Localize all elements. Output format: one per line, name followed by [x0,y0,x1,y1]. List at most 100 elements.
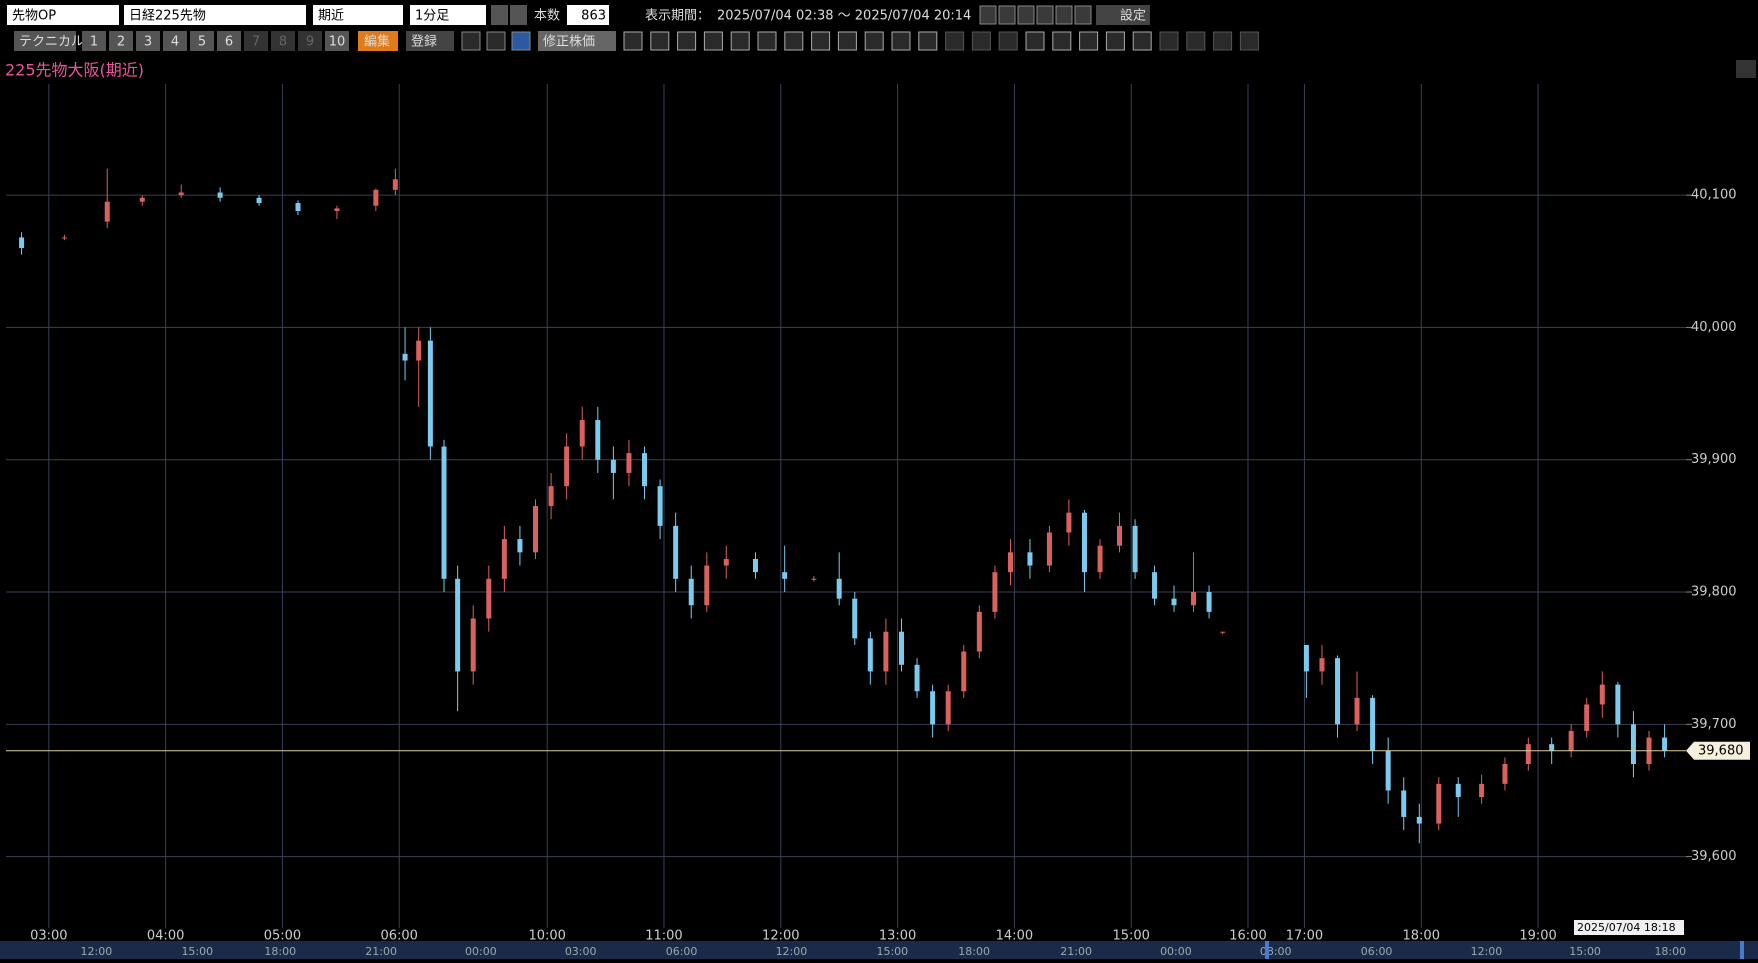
candle-body [178,192,184,196]
tool-icon[interactable] [1239,31,1259,51]
navigator-label: 12:00 [81,945,113,958]
technical-button[interactable] [14,31,76,51]
tool-icon[interactable] [1025,31,1045,51]
navigator-label: 18:00 [1654,945,1686,958]
tool-icon[interactable] [1074,5,1092,25]
preset-button[interactable] [163,31,187,51]
navigator[interactable] [0,941,1758,959]
tool-icon[interactable] [1213,31,1233,51]
tool-icon[interactable] [730,31,750,51]
candle-body [1354,697,1360,725]
count-input[interactable] [567,5,609,25]
candle-body [1206,592,1212,612]
candle-body [1319,658,1325,672]
tool-icon[interactable] [623,31,643,51]
candle-body [1081,512,1087,573]
tool-icon[interactable] [837,31,857,51]
tool-icon[interactable] [1079,31,1099,51]
tool-icon[interactable] [757,31,777,51]
preset-button[interactable] [298,31,322,51]
candle-body [104,201,110,222]
preset: 6 [225,35,233,50]
x-tick-label: 14:00 [996,929,1033,944]
tool-icon[interactable] [1132,31,1152,51]
tool-icon[interactable] [1052,31,1072,51]
tool-icon[interactable] [971,31,991,51]
candle-body [1662,737,1668,751]
x-tick-label: 06:00 [380,929,417,944]
preset-button[interactable] [109,31,133,51]
adjusted-button[interactable] [538,31,616,51]
candle-body [427,340,433,447]
candle-body [930,691,936,725]
candle-body [217,192,223,198]
candle-body [1152,572,1158,599]
tool-icon[interactable] [1105,31,1125,51]
tool-icon[interactable] [998,5,1016,25]
candle-body [1599,684,1605,705]
navigator-handle[interactable] [1740,941,1744,959]
tool-icon[interactable] [1036,5,1054,25]
tool-icon[interactable] [486,31,506,51]
candle-body [1303,644,1309,672]
symbol-select[interactable] [124,5,306,25]
candle-body [1171,598,1177,606]
tool-icon[interactable] [1017,5,1035,25]
tool-icon[interactable] [784,31,804,51]
tool-icon[interactable] [979,5,997,25]
y-tick-label: 39,900 [1691,452,1737,467]
preset-button[interactable] [271,31,295,51]
candle-body [1007,552,1013,573]
tool-icon[interactable] [918,31,938,51]
settings-button[interactable] [1096,5,1150,25]
candle-body [1455,783,1461,798]
edit: 編集 [364,34,390,50]
tool-icon[interactable] [998,31,1018,51]
tool-icon[interactable] [945,31,965,51]
next-button[interactable] [510,5,527,25]
register-button[interactable] [406,31,454,51]
preset-button[interactable] [325,31,349,51]
preset-button[interactable] [82,31,106,51]
x-tick-label: 15:00 [1112,929,1149,944]
candle-body [334,208,340,212]
prev-button[interactable] [491,5,508,25]
preset-button[interactable] [217,31,241,51]
interval-select[interactable] [410,5,486,25]
candle-body [455,578,461,672]
edit-button[interactable] [358,31,398,51]
tool-icon[interactable] [461,31,481,51]
candle-body [1630,724,1636,765]
tool-icon[interactable] [811,31,831,51]
navigator-label: 21:00 [1060,945,1092,958]
tool-icon[interactable] [511,31,531,51]
candle-body [373,189,379,206]
tool-icon[interactable] [1159,31,1179,51]
collapse-button[interactable] [1736,60,1756,78]
tool-icon[interactable] [1186,31,1206,51]
tool-icon[interactable] [1055,5,1073,25]
candle-body [852,598,858,639]
tool-icon[interactable] [891,31,911,51]
contract-select[interactable] [313,5,403,25]
preset-button[interactable] [244,31,268,51]
tool-icon[interactable] [703,31,723,51]
tool-icon[interactable] [650,31,670,51]
y-tick-label: 39,700 [1691,717,1737,732]
adjusted: 修正株価 [543,35,595,50]
candle-body [1190,592,1196,606]
tool-icon[interactable] [677,31,697,51]
preset-button[interactable] [136,31,160,51]
tool-icon[interactable] [864,31,884,51]
candle-body [1370,697,1376,751]
market-select[interactable] [7,5,119,25]
candle-body [610,459,616,473]
y-tick-label: 40,100 [1691,188,1737,203]
x-tick-label: 04:00 [147,929,184,944]
preset-button[interactable] [190,31,214,51]
navigator-handle[interactable] [1265,941,1269,959]
candle-body [782,572,788,579]
navigator-label: 08:00 [1260,945,1292,958]
